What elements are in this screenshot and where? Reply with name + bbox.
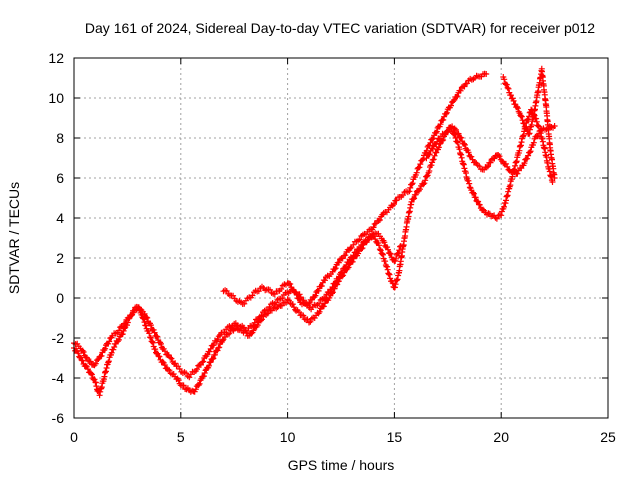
plus-markers [423, 123, 558, 177]
y-tick-label: 2 [56, 250, 64, 266]
series-0 [71, 106, 556, 399]
x-tick-label: 5 [177, 429, 185, 445]
plus-markers [500, 65, 558, 181]
y-tick-label: 12 [48, 50, 64, 66]
series-4 [500, 65, 558, 181]
series-1 [71, 230, 404, 381]
x-tick-label: 0 [70, 429, 78, 445]
y-tick-label: 4 [56, 210, 64, 226]
series-2 [220, 70, 490, 309]
x-axis-label: GPS time / hours [288, 457, 395, 473]
axis-ticks: 0 5 10 15 20 25 -6 -4 -2 0 2 4 6 8 10 12 [48, 50, 616, 445]
y-tick-label: 10 [48, 90, 64, 106]
plus-markers [71, 106, 556, 399]
chart-title: Day 161 of 2024, Sidereal Day-to-day VTE… [85, 20, 595, 36]
data-points [71, 65, 558, 399]
y-tick-label: 0 [56, 290, 64, 306]
y-tick-label: -2 [52, 330, 65, 346]
plus-markers [220, 70, 490, 309]
y-axis-label: SDTVAR / TECUs [6, 182, 22, 294]
plot-frame [73, 57, 609, 419]
y-tick-label: 6 [56, 170, 64, 186]
y-tick-label: 8 [56, 130, 64, 146]
y-tick-label: -6 [52, 410, 65, 426]
x-tick-label: 15 [387, 429, 403, 445]
series-3 [423, 123, 558, 177]
plus-markers [71, 230, 404, 381]
y-tick-label: -4 [52, 370, 65, 386]
x-tick-label: 10 [280, 429, 296, 445]
x-tick-label: 20 [493, 429, 509, 445]
x-tick-label: 25 [600, 429, 616, 445]
